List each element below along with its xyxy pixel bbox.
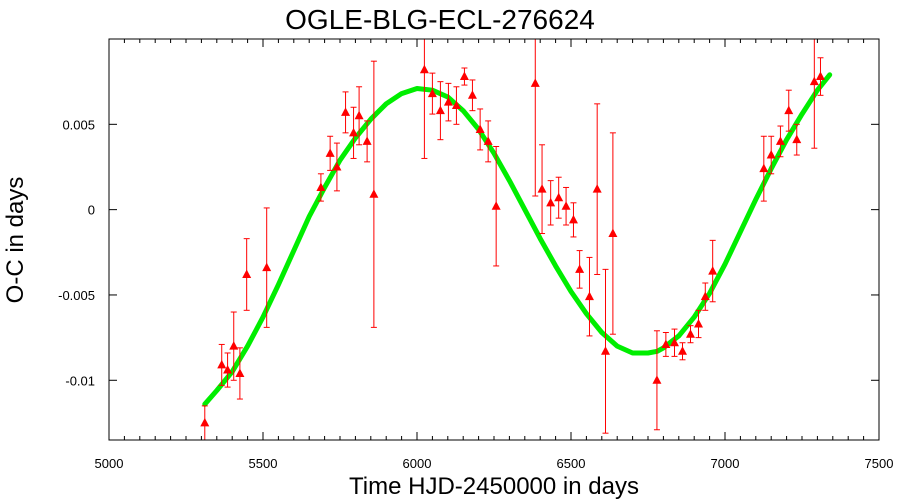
data-point [700,291,710,301]
x-tick-label: 6500 [557,456,586,471]
data-point [809,76,819,86]
data-point [491,201,501,210]
data-point [575,264,585,273]
data-point [200,417,210,427]
data-point [608,228,618,238]
y-tick-label: 0.005 [62,117,95,132]
x-tick-label: 5000 [95,456,124,471]
data-points-layer [200,39,825,440]
tick-labels: 5000 5500 6000 6500 7000 7500 -0.01 -0.005 0 0.00… [58,117,893,471]
data-point [443,97,453,106]
data-point [584,291,594,301]
data-point [652,375,662,384]
data-point [341,107,351,116]
data-point [325,148,335,157]
x-tick-label: 7500 [865,456,894,471]
data-point [546,197,556,207]
data-point [600,346,610,355]
data-point [435,105,445,115]
data-point [459,71,469,81]
y-tick-label: 0 [88,203,95,218]
data-point [766,150,776,159]
data-point [419,64,429,74]
data-point [784,105,794,115]
data-point [537,184,547,193]
data-point [561,201,571,210]
data-point [483,136,493,145]
data-point [332,161,342,171]
data-point [592,184,602,193]
data-point [677,346,687,355]
data-point [775,136,785,145]
data-point [235,368,245,377]
data-point [262,262,272,272]
fit-curve [202,72,833,407]
data-point [686,329,696,338]
data-point [362,136,372,145]
data-point [475,124,485,133]
data-point [554,192,564,202]
data-point [349,127,359,137]
data-point [467,90,477,99]
data-point [316,182,326,191]
y-axis-title: O-C in days [2,177,29,304]
x-tick-label: 7000 [711,456,740,471]
data-point [669,337,679,347]
data-point [568,214,578,224]
data-point [217,359,227,369]
data-point [223,365,233,374]
data-point [427,88,437,98]
data-point [792,134,802,144]
y-tick-label: -0.005 [58,288,95,303]
data-point [694,318,704,328]
x-axis-title: Time HJD-2450000 in days [349,473,639,500]
x-tick-label: 5500 [249,456,278,471]
data-point [242,269,252,278]
data-point [451,100,461,110]
data-point [661,339,671,348]
fit-curve-layer [202,72,833,407]
data-point [815,71,825,81]
data-point [354,110,364,120]
data-point [229,341,239,350]
plot-frame [108,38,880,441]
data-point [369,189,379,198]
y-tick-label: -0.01 [65,373,95,388]
data-point [708,266,718,275]
chart-title: OGLE-BLG-ECL-276624 [285,4,595,35]
data-point [759,163,769,173]
x-tick-label: 6000 [403,456,432,471]
data-point [530,78,540,87]
